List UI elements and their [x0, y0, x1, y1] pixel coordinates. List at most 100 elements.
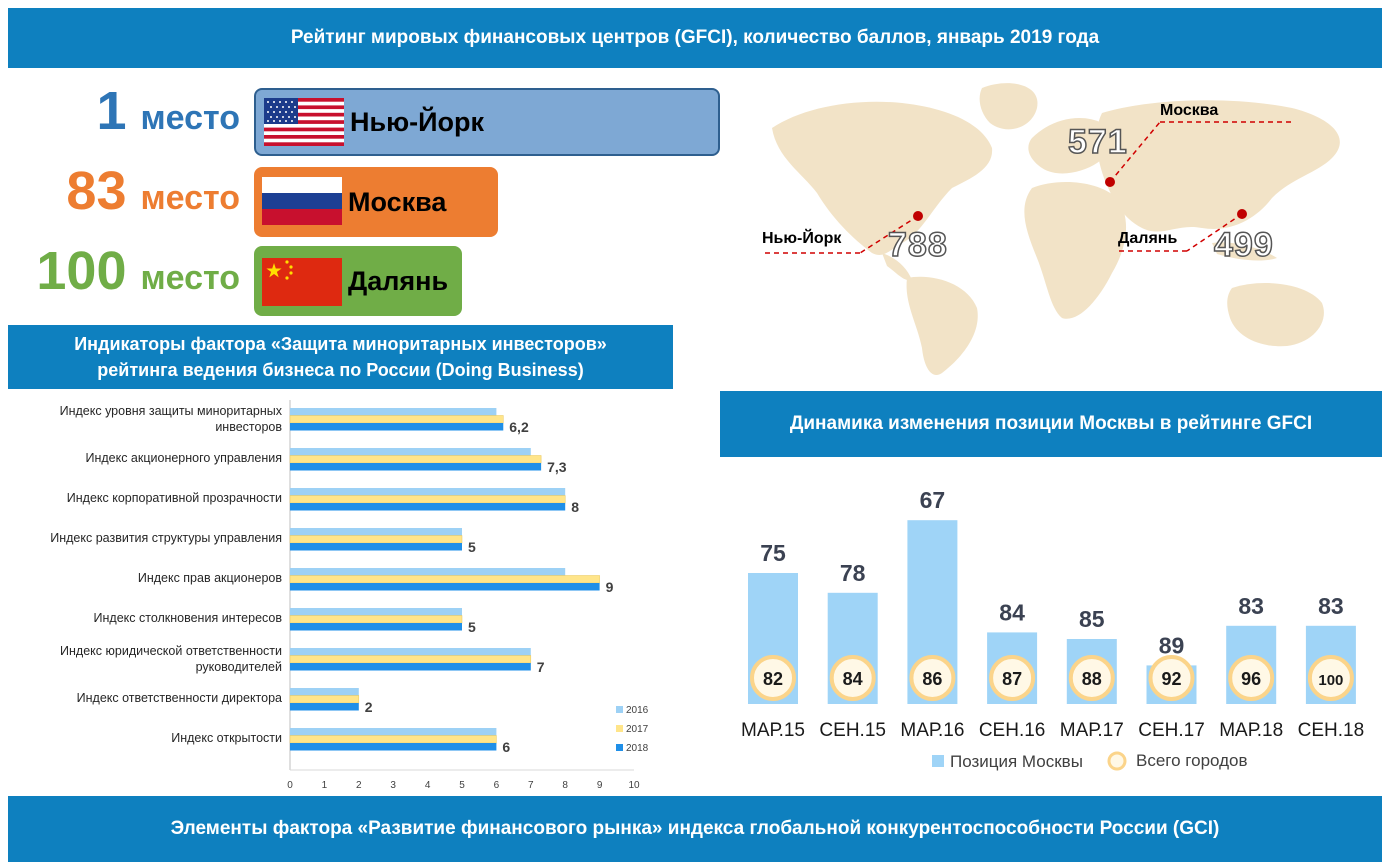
column-value-label: 89 [1159, 632, 1185, 658]
indicators-title-line2: рейтинга ведения бизнеса по России (Doin… [97, 360, 584, 380]
total-cities-label: 88 [1082, 669, 1102, 689]
moscow-dynamics-chart: 75 82 МАР.15 78 84 СЕН.15 67 86 МАР.16 84 87 СЕН.16… [741, 487, 1364, 771]
legend-swatch-2018 [616, 744, 623, 751]
total-cities-label: 82 [763, 669, 783, 689]
footer-banner: Элементы фактора «Развитие финансового р… [8, 796, 1382, 862]
total-cities-bubble [909, 655, 956, 701]
category-label: Индекс корпоративной прозрачности [67, 491, 282, 505]
map-label-dalian: Далянь [1118, 230, 1178, 247]
total-cities-label: 87 [1002, 669, 1022, 689]
x-tick-label: 5 [459, 780, 465, 791]
bar-2016 [290, 528, 462, 536]
bar-2017 [289, 415, 504, 424]
total-cities-bubble [829, 655, 876, 701]
category-label: Индекс акционерного управления [85, 451, 282, 465]
rank-word: место [140, 259, 241, 297]
x-tick-label: 10 [628, 780, 640, 791]
rank-word: место [140, 179, 241, 217]
legend-label: 2017 [626, 724, 649, 735]
value-label: 8 [571, 499, 579, 515]
rank-row-moscow: 83 место Москва [8, 161, 728, 237]
rank-number: 1 [96, 81, 127, 141]
legend-swatch-2017 [616, 725, 623, 732]
x-tick-label: 9 [597, 780, 603, 791]
category-label: МАР.17 [1060, 720, 1124, 741]
category-label: Индекс прав акционеров [138, 571, 283, 585]
city-name: Москва [348, 186, 447, 217]
page-title: Рейтинг мировых финансовых центров (GFCI… [8, 8, 1382, 68]
bar-2017 [289, 455, 542, 464]
bar-2018 [290, 583, 600, 591]
map-label-moscow: Москва [1160, 102, 1219, 119]
category-label: Индекс развития структуры управления [50, 531, 282, 545]
footer-text: Элементы фактора «Развитие финансового р… [170, 818, 1220, 839]
bar-2017 [289, 495, 566, 504]
bar-2016 [290, 728, 497, 736]
bar-2016 [290, 408, 497, 416]
x-tick-label: 7 [528, 780, 534, 791]
bar-2016 [290, 488, 566, 496]
rank-row-new-york: 1 место Нью-Йорк [8, 81, 728, 156]
map-label-new-york: Нью-Йорк [762, 230, 842, 247]
legend-label-total: Всего городов [1136, 751, 1248, 770]
column-value-label: 85 [1079, 606, 1105, 632]
total-cities-bubble [989, 655, 1036, 701]
bar-2017 [289, 695, 360, 704]
total-cities-bubble [1307, 655, 1354, 701]
total-cities-label: 86 [922, 669, 942, 689]
value-label: 7 [537, 659, 545, 675]
x-tick-label: 0 [287, 780, 293, 791]
dynamics-title-text: Динамика изменения позиции Москвы в рейт… [789, 413, 1313, 434]
category-label: Индекс ответственности директора [77, 691, 282, 705]
total-cities-bubble [1228, 655, 1275, 701]
moscow-map-point [1105, 177, 1115, 187]
bar-2017 [289, 615, 463, 624]
total-cities-label: 100 [1318, 672, 1343, 689]
value-label: 7,3 [547, 459, 567, 475]
column-value-label: 75 [760, 540, 786, 566]
bar-2018 [290, 663, 531, 671]
china-flag-icon [262, 258, 342, 306]
us-flag-icon [264, 98, 344, 146]
rank-position: 1 место [8, 80, 240, 142]
city-box-new-york: Нью-Йорк [254, 88, 720, 156]
category-label: Индекс уровня защиты миноритарных [60, 404, 283, 418]
value-label: 6,2 [509, 419, 529, 435]
x-tick-label: 4 [425, 780, 431, 791]
value-label: 5 [468, 619, 476, 635]
category-label: МАР.18 [1219, 720, 1283, 741]
category-label: Индекс юридической ответственности [60, 644, 282, 658]
category-label: СЕН.17 [1138, 720, 1205, 741]
dalian-map-point [1237, 209, 1247, 219]
dynamics-title: Динамика изменения позиции Москвы в рейт… [720, 391, 1382, 457]
new-york-map-point [913, 211, 923, 221]
value-label: 9 [606, 579, 614, 595]
world-map: Москва 571 Нью-Йорк 788 Далянь 499 [732, 68, 1382, 386]
city-box-dalian: Далянь [254, 246, 462, 316]
legend-swatch-total [1107, 751, 1127, 771]
legend-label: 2016 [626, 705, 649, 716]
category-label: МАР.15 [741, 720, 805, 741]
bar-2017 [289, 655, 532, 664]
bar-2018 [290, 463, 542, 471]
legend-label-position: Позиция Москвы [950, 752, 1083, 771]
rank-word: место [140, 99, 241, 137]
total-cities-label: 84 [843, 669, 863, 689]
total-cities-label: 92 [1161, 669, 1181, 689]
legend-label: 2018 [626, 743, 649, 754]
indicators-title: Индикаторы фактора «Защита миноритарных … [8, 325, 673, 389]
bar-2017 [289, 575, 600, 584]
map-score-dalian: 499 [1213, 225, 1274, 265]
total-cities-bubble [750, 655, 796, 701]
map-score-moscow: 571 [1067, 122, 1128, 162]
bar-2018 [290, 623, 462, 631]
value-label: 2 [365, 699, 373, 715]
column-value-label: 67 [920, 487, 946, 513]
bar-2017 [289, 735, 497, 744]
column-value-label: 78 [840, 560, 866, 586]
city-name: Нью-Йорк [350, 106, 485, 137]
x-tick-label: 2 [356, 780, 362, 791]
total-cities-label: 96 [1241, 669, 1261, 689]
category-label: руководителей [196, 660, 282, 674]
bar-2016 [290, 688, 359, 696]
